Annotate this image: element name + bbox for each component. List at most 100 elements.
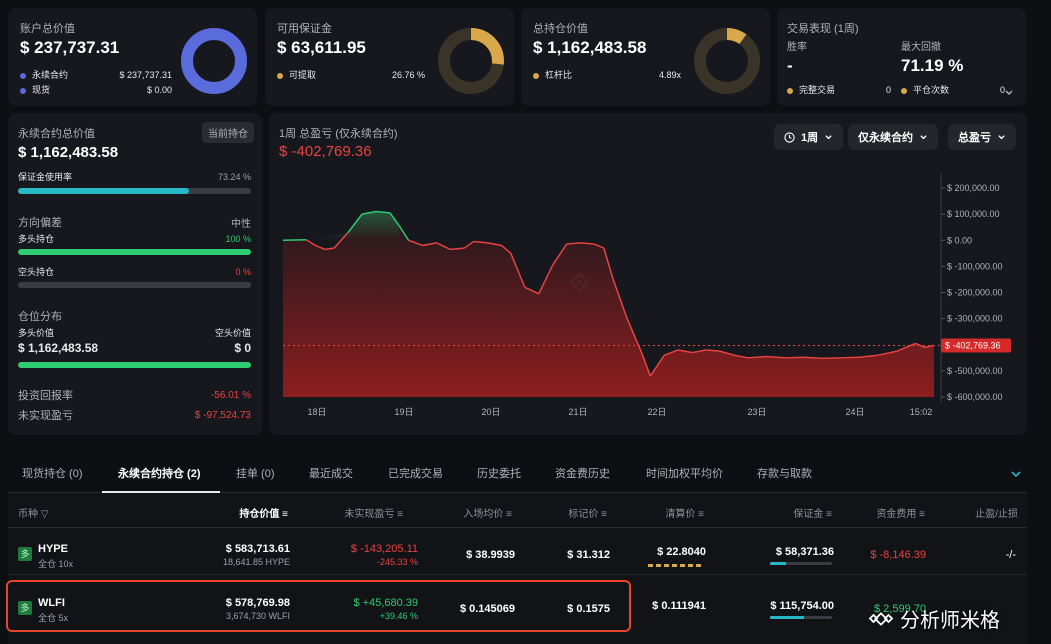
liq-price: $ 22.8040 [657, 546, 706, 558]
completed-label: 完整交易 [799, 85, 836, 95]
column-header-2[interactable]: 未实现盈亏 ≡ [344, 505, 403, 520]
tab-7[interactable]: 时间加权平均价 [646, 468, 723, 480]
table-header-divider [8, 527, 1027, 528]
metric-select[interactable]: 总盈亏 [948, 124, 1016, 150]
pnl-line-segment [436, 242, 451, 251]
entry-price: $ 0.145069 [459, 603, 515, 615]
column-header-5[interactable]: 清算价 ≡ [665, 505, 704, 520]
pnl-line-segment [896, 342, 916, 352]
column-header-0[interactable]: 币种 ▽ [18, 505, 48, 520]
filter-icon[interactable]: ▽ [38, 509, 49, 520]
column-header-label: 币种 [18, 509, 38, 520]
tab-6[interactable]: 资金费历史 [555, 468, 610, 480]
long-row: 多头持仓 100 % [18, 232, 251, 245]
long-label: 多头持仓 [18, 234, 55, 244]
tab-2[interactable]: 挂单 (0) [236, 468, 275, 480]
completed-row: 完整交易 0 [787, 83, 891, 96]
closed-label: 平仓次数 [913, 85, 950, 95]
perp-label: 永续合约 [32, 70, 69, 80]
pnl-chart[interactable]: $ 200,000.00 $ 100,000.00 $ 0.00 $ -100,000… [269, 113, 1027, 435]
tabs-divider [8, 492, 1027, 493]
tab-5[interactable]: 历史委托 [477, 468, 521, 480]
unrealized-pnl-pct: +39.46 % [379, 611, 418, 621]
bias-label: 方向偏差 [18, 217, 62, 229]
column-header-4[interactable]: 标记价 ≡ [568, 505, 607, 520]
chevron-down-icon[interactable] [1010, 469, 1022, 479]
position-value: $ 578,769.98 [225, 597, 290, 609]
column-header-1[interactable]: 持仓价值 ≡ [239, 505, 288, 520]
mark-price: $ 31.312 [567, 549, 610, 561]
sort-icon[interactable]: ≡ [598, 509, 607, 520]
dist-long-label: 多头价值 [18, 328, 55, 338]
margin-mode: 全仓 5x [38, 613, 69, 623]
column-header-7[interactable]: 资金费用 ≡ [876, 505, 925, 520]
closed-value: 0 [999, 84, 1005, 95]
x-tick-label: 23日 [747, 407, 766, 417]
pnl-line-segment [324, 247, 335, 251]
column-header-6[interactable]: 保证金 ≡ [793, 505, 832, 520]
bias-row: 方向偏差 中性 [18, 214, 251, 230]
margin-amount: $ 58,371.36 [775, 546, 834, 558]
pnl-line-segment [649, 354, 665, 377]
unrealized-pnl: $ -143,205.11 [350, 543, 418, 555]
pnl-line-segment [664, 349, 679, 356]
leverage-row: 杠杆比 4.89x [533, 68, 681, 81]
chevron-down-icon[interactable] [1004, 88, 1014, 98]
column-header-3[interactable]: 入场均价 ≡ [463, 505, 512, 520]
sort-icon[interactable]: ≡ [695, 509, 704, 520]
pnl-line-segment [719, 350, 735, 356]
tab-3[interactable]: 最近成交 [309, 468, 353, 480]
win-rate-value: - [787, 56, 793, 75]
sort-icon[interactable]: ≡ [503, 509, 512, 520]
perp-panel-title: 永续合约总价值 [18, 128, 95, 140]
margin-card: 可用保证金 $ 63,611.95 可提取 26.76 % [265, 8, 514, 106]
pnl-line-segment [915, 342, 925, 349]
column-header-label: 清算价 [665, 509, 696, 520]
tab-8[interactable]: 存款与取款 [757, 468, 812, 480]
perp-value: $ 237,737.31 [119, 69, 172, 80]
margin-use-bar [18, 188, 251, 194]
long-bar [18, 249, 251, 255]
chart-value: $ -402,769.36 [279, 143, 372, 160]
max-dd-label: 最大回撤 [901, 42, 941, 53]
pnl-line-segment [594, 243, 605, 249]
holdings-card: 总持仓价值 $ 1,162,483.58 杠杆比 4.89x [521, 8, 770, 106]
pnl-line-segment [510, 253, 526, 288]
sort-icon[interactable]: ≡ [394, 509, 403, 520]
pnl-line-segment [822, 357, 842, 360]
clock-icon [784, 131, 795, 143]
tab-1[interactable]: 永续合约持仓 (2) [118, 468, 201, 480]
pnl-line-segment [487, 242, 502, 247]
side-badge: 多 [18, 547, 32, 561]
column-header-8[interactable]: 止盈/止损 [975, 505, 1018, 520]
period-select[interactable]: 1周 [774, 124, 844, 150]
y-tick-label: $ 100,000.00 [947, 209, 1000, 219]
column-header-label: 保证金 [793, 509, 824, 520]
completed-value: 0 [885, 84, 891, 95]
coin-name[interactable]: WLFI [38, 597, 65, 609]
pnl-line-segment [640, 351, 652, 377]
roi-label: 投资回报率 [18, 390, 73, 402]
watermark-text: 分析师米格 [900, 610, 1000, 632]
liq-risk-indicator [648, 564, 704, 567]
coin-name[interactable]: HYPE [38, 543, 68, 555]
tab-0[interactable]: 现货持仓 (0) [22, 468, 83, 480]
pnl-line-segment [924, 344, 935, 349]
sort-icon[interactable]: ≡ [916, 509, 925, 520]
sort-icon[interactable]: ≡ [823, 509, 832, 520]
x-tick-label: 19日 [394, 407, 413, 417]
sort-icon[interactable]: ≡ [279, 509, 288, 520]
liq-price: $ 0.111941 [652, 600, 706, 612]
position-tabs: 现货持仓 (0) 永续合约持仓 (2) 挂单 (0) 最近成交 已完成交易 历史委托 资金费… [0, 455, 1051, 493]
spot-label: 现货 [32, 85, 51, 95]
tp-sl[interactable]: -/- [1005, 549, 1016, 561]
position-qty: 18,641.85 HYPE [222, 557, 290, 567]
chevron-down-icon [920, 134, 927, 139]
tab-4[interactable]: 已完成交易 [388, 468, 443, 480]
scope-select[interactable]: 仅永续合约 [848, 124, 938, 150]
pnl-line-segment [315, 244, 326, 251]
upnl-row: 未实现盈亏 $ -97,524.73 [18, 407, 251, 423]
pnl-line-segment [422, 242, 437, 247]
current-position-badge[interactable]: 当前持仓 [202, 122, 254, 143]
y-tick-label: $ 0.00 [947, 235, 972, 245]
